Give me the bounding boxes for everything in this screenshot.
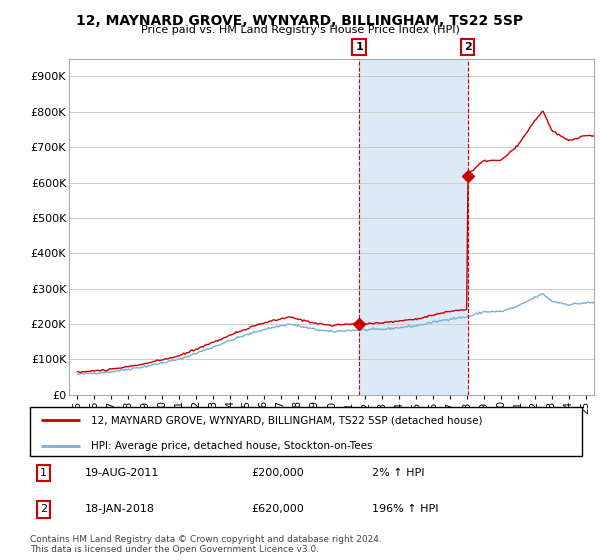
Text: 12, MAYNARD GROVE, WYNYARD, BILLINGHAM, TS22 5SP (detached house): 12, MAYNARD GROVE, WYNYARD, BILLINGHAM, … (91, 416, 482, 426)
Text: 12, MAYNARD GROVE, WYNYARD, BILLINGHAM, TS22 5SP: 12, MAYNARD GROVE, WYNYARD, BILLINGHAM, … (76, 14, 524, 28)
Text: 196% ↑ HPI: 196% ↑ HPI (372, 505, 439, 515)
Text: HPI: Average price, detached house, Stockton-on-Tees: HPI: Average price, detached house, Stoc… (91, 441, 372, 451)
Text: 1: 1 (40, 468, 47, 478)
Text: 1: 1 (355, 42, 363, 52)
Text: 2: 2 (464, 42, 472, 52)
Text: £200,000: £200,000 (251, 468, 304, 478)
Text: £620,000: £620,000 (251, 505, 304, 515)
Text: 2% ↑ HPI: 2% ↑ HPI (372, 468, 425, 478)
FancyBboxPatch shape (30, 407, 582, 456)
Text: Contains HM Land Registry data © Crown copyright and database right 2024.
This d: Contains HM Land Registry data © Crown c… (30, 535, 382, 554)
Text: 2: 2 (40, 505, 47, 515)
Text: 18-JAN-2018: 18-JAN-2018 (85, 505, 155, 515)
Bar (359, 59, 468, 395)
Text: Price paid vs. HM Land Registry's House Price Index (HPI): Price paid vs. HM Land Registry's House … (140, 25, 460, 35)
Text: 19-AUG-2011: 19-AUG-2011 (85, 468, 160, 478)
